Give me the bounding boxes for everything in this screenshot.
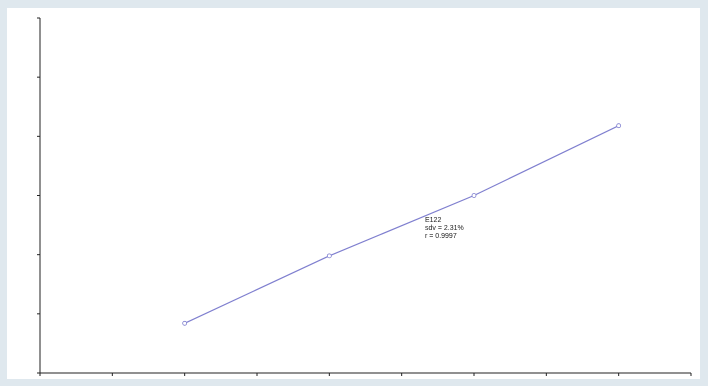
data-point xyxy=(471,193,477,198)
y-ticks xyxy=(37,17,40,374)
annotation-line-1: E122 xyxy=(425,217,442,224)
chart-frame: E122 sdv = 2.31% r = 0.9997 xyxy=(7,8,700,379)
annotation-box: E122 sdv = 2.31% r = 0.9997 xyxy=(425,217,464,241)
annotation-line-2: sdv = 2.31% xyxy=(425,225,464,232)
data-point xyxy=(326,253,332,259)
series-line xyxy=(184,125,619,324)
chart-plot xyxy=(37,17,692,376)
series-layer xyxy=(182,123,622,326)
annotation-line-3: r = 0.9997 xyxy=(425,233,457,240)
data-point xyxy=(616,123,622,129)
data-point xyxy=(182,320,188,326)
